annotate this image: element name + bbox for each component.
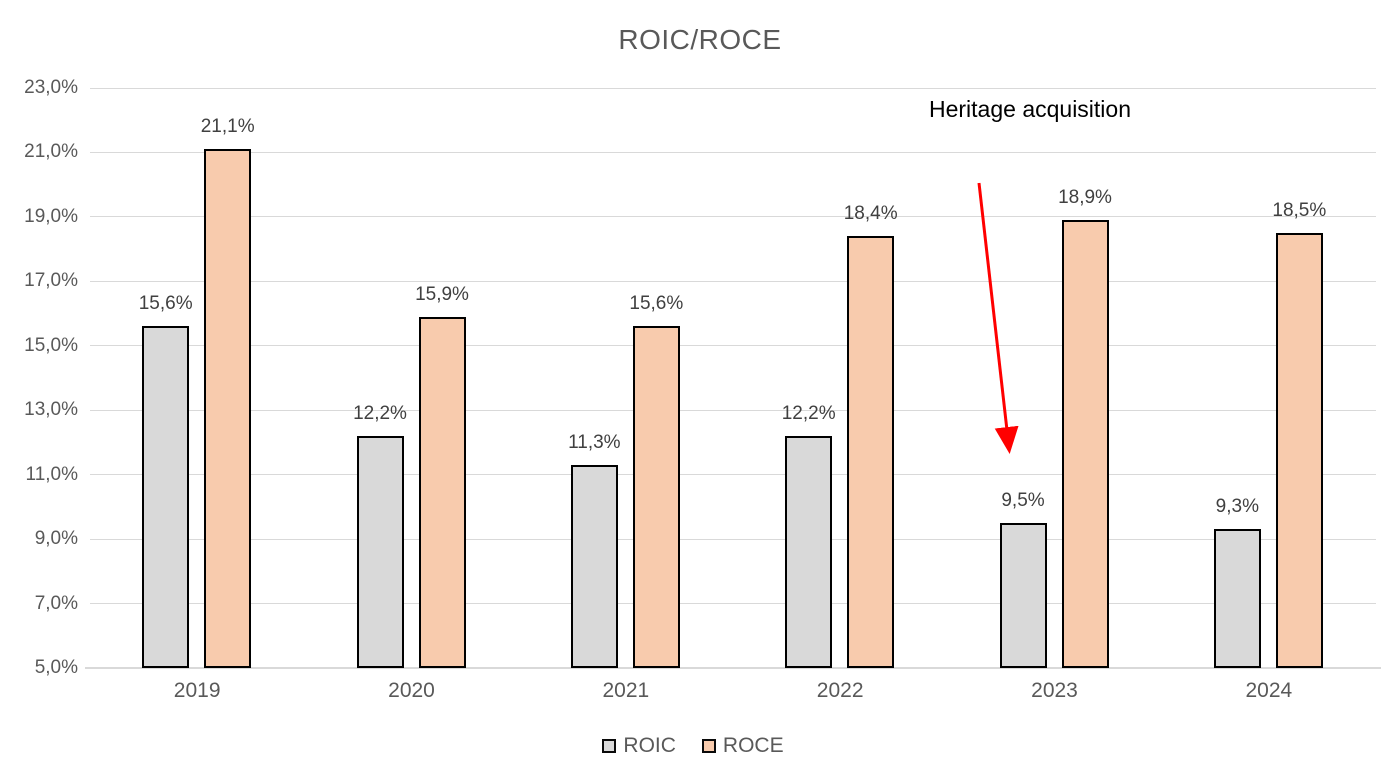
data-label-roce-2024: 18,5% <box>1272 200 1327 221</box>
y-axis-tick-label: 7,0% <box>34 592 78 614</box>
gridline <box>90 87 1376 89</box>
data-label-roce-2023: 18,9% <box>1058 187 1112 209</box>
gridline <box>90 603 1376 605</box>
data-label-roic-2023: 9,5% <box>1001 490 1045 511</box>
data-label-roce-2021: 15,6% <box>629 293 684 315</box>
y-axis-tick-label: 15,0% <box>24 334 78 356</box>
x-axis-tick-label-2024: 2024 <box>1245 679 1293 702</box>
gridline <box>90 474 1376 476</box>
x-axis-tick-label-2020: 2020 <box>388 679 435 702</box>
y-axis-tick-label: 23,0% <box>24 77 78 98</box>
x-axis-tick-label-2021: 2021 <box>602 679 650 702</box>
legend-swatch-roic-icon <box>602 739 617 753</box>
legend-item-roce: ROCE <box>701 734 784 758</box>
y-axis-tick-label: 21,0% <box>24 141 78 163</box>
x-axis-tick-label-2019: 2019 <box>173 679 221 702</box>
gridline <box>90 409 1376 411</box>
gridline <box>90 345 1376 347</box>
bar-roic-2019 <box>142 326 190 668</box>
data-label-roic-2024: 9,3% <box>1215 496 1259 518</box>
y-axis-tick-label: 9,0% <box>34 528 78 550</box>
y-axis-tick-label: 19,0% <box>24 205 78 227</box>
gridline <box>90 538 1376 540</box>
data-label-roic-2022: 12,2% <box>781 403 836 424</box>
gridline <box>90 151 1376 153</box>
bar-roic-2020 <box>356 436 404 668</box>
bar-roic-2024 <box>1213 529 1261 668</box>
legend-item-roic: ROIC <box>602 734 676 758</box>
data-label-roic-2021: 11,3% <box>568 432 621 453</box>
legend-swatch-roce-icon <box>701 739 716 753</box>
y-axis-tick-label: 5,0% <box>34 657 78 678</box>
data-label-roce-2019: 21,1% <box>200 116 255 138</box>
x-axis-tick-label-2022: 2022 <box>816 679 864 702</box>
legend-label-roic: ROIC <box>623 734 676 757</box>
bar-roic-2021 <box>570 465 618 668</box>
gridline <box>90 280 1376 282</box>
y-axis-tick-label: 17,0% <box>24 270 78 292</box>
data-label-roce-2022: 18,4% <box>843 203 898 225</box>
bar-roic-2023 <box>999 523 1047 668</box>
legend: ROIC ROCE <box>0 734 1386 758</box>
bar-roic-2022 <box>785 436 833 668</box>
gridline <box>90 216 1376 218</box>
bar-roce-2022 <box>847 236 895 668</box>
annotation-heritage-acquisition: Heritage acquisition <box>929 96 1132 122</box>
bar-roce-2019 <box>204 149 252 668</box>
data-label-roic-2020: 12,2% <box>353 403 407 424</box>
bar-roce-2024 <box>1275 233 1323 668</box>
y-axis-tick-label: 11,0% <box>25 463 78 485</box>
bar-roce-2021 <box>632 326 680 668</box>
data-label-roic-2019: 15,6% <box>138 293 193 315</box>
bar-roce-2020 <box>418 316 466 668</box>
bar-roce-2023 <box>1061 220 1109 668</box>
legend-label-roce: ROCE <box>722 734 784 757</box>
x-axis-line <box>85 667 1381 669</box>
y-axis-tick-label: 13,0% <box>24 399 78 421</box>
x-axis-tick-label-2023: 2023 <box>1031 679 1078 702</box>
data-label-roce-2020: 15,9% <box>415 283 469 305</box>
chart-title: ROIC/ROCE <box>618 24 782 55</box>
